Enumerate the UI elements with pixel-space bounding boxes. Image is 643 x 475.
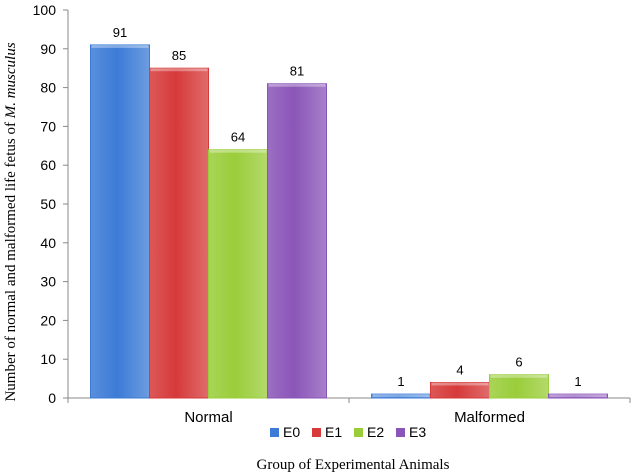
legend-swatch-e0 — [270, 428, 279, 437]
data-label: 1 — [397, 374, 404, 389]
data-labels: 91 85 64 81 1 4 6 1 — [113, 25, 582, 389]
bar-e2-malformed — [489, 374, 549, 399]
bar-highlight — [91, 44, 149, 48]
bar-e1-normal — [149, 67, 209, 399]
y-tick-label: 30 — [40, 274, 56, 290]
bar-highlight — [209, 149, 267, 153]
bar-e2-normal — [208, 149, 268, 399]
legend: E0 E1 E2 E3 — [270, 424, 426, 440]
category-label: Malformed — [454, 409, 525, 426]
bars — [90, 44, 608, 399]
y-tick-label: 50 — [40, 196, 56, 212]
legend-swatch-e1 — [312, 428, 321, 437]
bar-e0-normal — [90, 44, 150, 399]
legend-label-e2: E2 — [367, 424, 384, 440]
legend-swatch-e2 — [354, 428, 363, 437]
category-label: Normal — [184, 409, 232, 426]
data-label: 6 — [515, 355, 522, 370]
y-tick-label: 10 — [40, 351, 56, 367]
data-label: 4 — [456, 362, 463, 377]
data-label: 81 — [290, 64, 304, 79]
y-tick-label: 100 — [33, 2, 57, 18]
bar-highlight — [372, 394, 430, 398]
y-tick-label: 90 — [40, 41, 56, 57]
y-tick-label: 20 — [40, 312, 56, 328]
data-label: 1 — [574, 374, 581, 389]
y-tick-label: 0 — [48, 390, 56, 406]
bar-highlight — [549, 394, 607, 398]
y-axis-title: Number of normal and malformed life fetu… — [3, 42, 19, 401]
data-label: 91 — [113, 25, 127, 40]
legend-label-e0: E0 — [283, 424, 300, 440]
bar-e3-normal — [267, 83, 327, 399]
data-label: 85 — [172, 48, 186, 63]
y-axis: 0 10 20 30 40 50 60 70 80 90 100 — [33, 2, 69, 406]
bar-highlight — [268, 83, 326, 87]
bar-highlight — [150, 68, 208, 72]
y-tick-label: 60 — [40, 157, 56, 173]
bar-highlight — [490, 374, 548, 378]
y-tick-label: 80 — [40, 80, 56, 96]
y-tick-label: 70 — [40, 118, 56, 134]
y-tick-label: 40 — [40, 235, 56, 251]
x-axis: Normal Malformed — [67, 397, 631, 426]
legend-label-e1: E1 — [325, 424, 342, 440]
legend-swatch-e3 — [396, 428, 405, 437]
bar-highlight — [431, 382, 489, 386]
legend-label-e3: E3 — [409, 424, 426, 440]
x-axis-title: Group of Experimental Animals — [257, 457, 450, 473]
bar-e3-malformed — [548, 393, 608, 399]
data-label: 64 — [231, 130, 245, 145]
